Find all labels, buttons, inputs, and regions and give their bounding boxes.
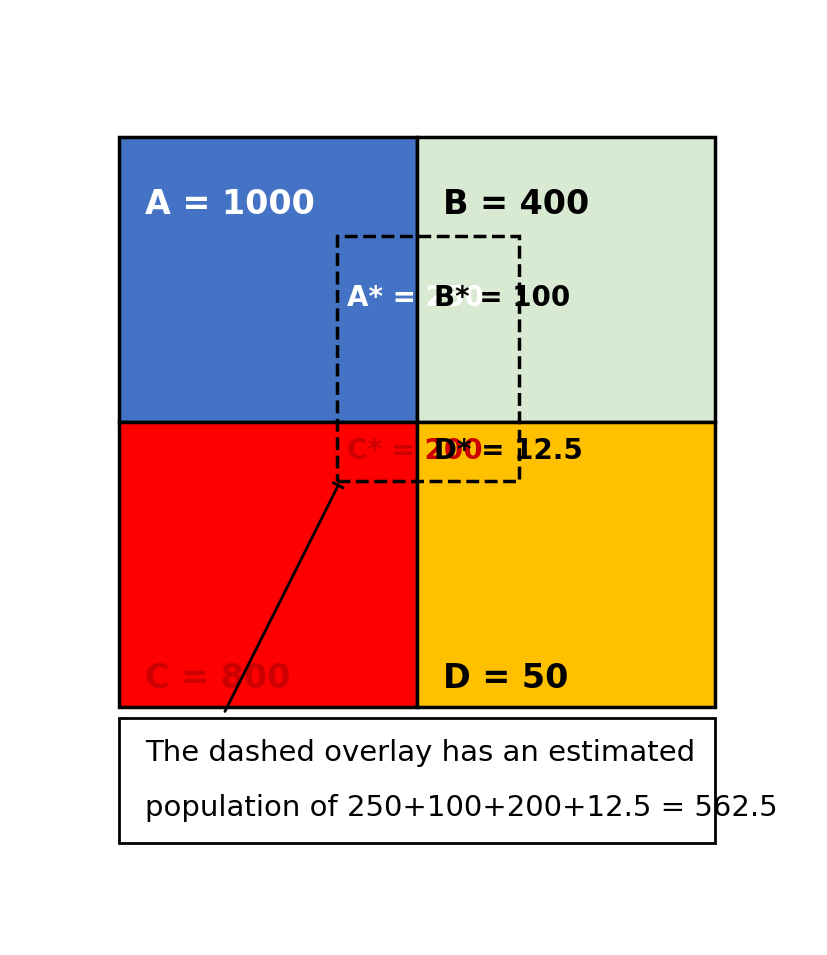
Text: A = 1000: A = 1000	[145, 188, 315, 222]
Text: The dashed overlay has an estimated: The dashed overlay has an estimated	[145, 738, 696, 767]
Text: C* = 200: C* = 200	[347, 437, 482, 465]
Text: B* = 100: B* = 100	[434, 285, 571, 312]
Text: A* = 250: A* = 250	[347, 285, 484, 312]
Bar	[337, 237, 519, 481]
Text: population of 250+100+200+12.5 = 562.5: population of 250+100+200+12.5 = 562.5	[145, 794, 777, 821]
Bar	[418, 421, 715, 707]
Text: C = 800: C = 800	[145, 663, 290, 695]
Bar	[119, 717, 715, 842]
Text: D* = 12.5: D* = 12.5	[434, 437, 583, 465]
Bar	[418, 137, 715, 421]
Text: D = 50: D = 50	[443, 663, 568, 695]
Text: B = 400: B = 400	[443, 188, 590, 222]
Bar	[119, 137, 418, 421]
Bar	[119, 421, 418, 707]
